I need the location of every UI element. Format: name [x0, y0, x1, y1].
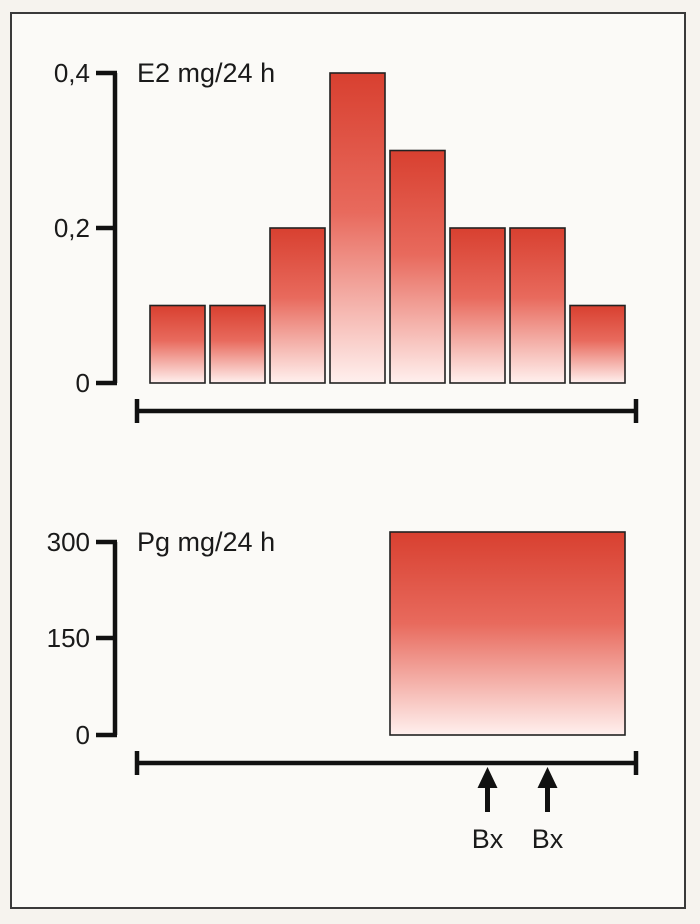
pg-y-tick-label-mid: 150: [47, 623, 90, 653]
e2-bar-2: [209, 304, 266, 384]
e2-bars: [149, 72, 626, 384]
e2-panel: E2 mg/24 h 0,4 0,2 0: [54, 58, 639, 423]
e2-y-tick-label-top: 0,4: [54, 58, 90, 88]
e2-bar-4: [329, 72, 386, 384]
pg-y-tick-label-zero: 0: [76, 720, 90, 750]
pg-annotations: Bx Bx: [472, 767, 564, 854]
bx-arrow-1: Bx: [472, 767, 504, 854]
arrow-up-icon: [537, 767, 558, 788]
e2-bar-8: [569, 304, 626, 384]
e2-bar-5: [389, 149, 446, 384]
pg-bars: [389, 531, 626, 736]
e2-bar-6: [449, 227, 506, 384]
e2-chart-title: E2 mg/24 h: [137, 58, 275, 88]
bx-label: Bx: [532, 824, 564, 854]
pg-chart-title: Pg mg/24 h: [137, 527, 275, 557]
e2-bar-3: [269, 227, 326, 384]
e2-y-tick-label-mid: 0,2: [54, 213, 90, 243]
bx-label: Bx: [472, 824, 504, 854]
pg-y-tick-label-top: 300: [47, 527, 90, 557]
e2-bar-7: [509, 227, 566, 384]
pg-panel: Pg mg/24 h 300 150 0 Bx Bx: [47, 527, 639, 854]
e2-y-tick-label-zero: 0: [76, 368, 90, 398]
pg-bar-1: [389, 531, 626, 736]
bx-arrow-2: Bx: [532, 767, 564, 854]
e2-bar-1: [149, 304, 206, 384]
arrow-up-icon: [477, 767, 498, 788]
